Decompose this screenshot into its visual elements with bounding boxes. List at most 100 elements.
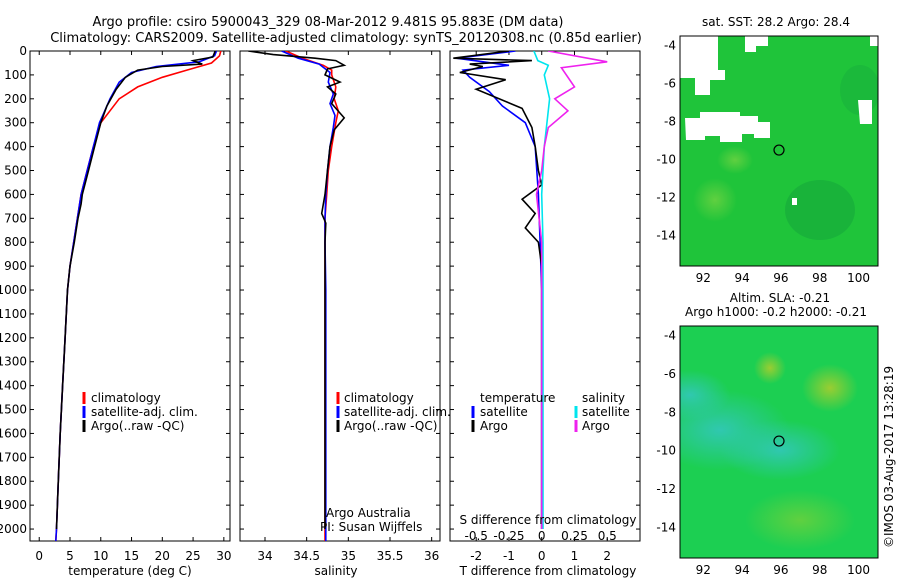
sst-cloud-mask (685, 112, 770, 142)
sla-argo-location-marker (773, 435, 785, 447)
difference-legend: temperature satellite Argo salinity sate… (471, 391, 630, 433)
map-y-tick-label: -8 (664, 115, 676, 129)
legend-label-climatology: climatology (344, 391, 414, 405)
annotation-argo-australia: Argo Australia (326, 506, 411, 520)
x-tick-label: 5 (66, 549, 74, 563)
sst-map-title: sat. SST: 28.2 Argo: 28.4 (702, 15, 850, 29)
map-x-tick-label: 94 (734, 271, 749, 285)
depth-tick-label: 800 (4, 235, 27, 249)
depth-tick-label: 700 (4, 211, 27, 225)
difference-plot-frame (449, 50, 641, 542)
sla-high-patch (802, 364, 858, 412)
x-tick-label: 35.5 (377, 549, 404, 563)
x-tick-label: 0 (538, 549, 546, 563)
map-y-tick-label: -6 (664, 367, 676, 381)
temperature-legend: climatology satellite-adj. clim. Argo(..… (82, 391, 198, 433)
x-tick-label: 15 (124, 549, 139, 563)
depth-tick-label: 1600 (0, 426, 27, 440)
x-tick-label: 1 (571, 549, 579, 563)
depth-tick-label: 1900 (0, 498, 27, 512)
legend-label-satellite: satellite-adj. clim. (91, 405, 198, 419)
depth-tick-label: 1800 (0, 474, 27, 488)
x-tick-label: 34.5 (293, 549, 320, 563)
credit-text: ©IMOS 03-Aug-2017 13:28:19 (882, 366, 896, 548)
map-x-tick-label: 92 (696, 271, 711, 285)
depth-tick-label: 1500 (0, 403, 27, 417)
s-diff-tick-label: -0.5 (464, 529, 487, 543)
depth-tick-label: 300 (4, 116, 27, 130)
sla-map: Altim. SLA: -0.21 Argo h1000: -0.2 h2000… (679, 291, 879, 559)
map-x-tick-label: 96 (773, 271, 788, 285)
map-y-tick-label: -12 (656, 482, 676, 496)
x-tick-label: -2 (470, 549, 482, 563)
series-line-satellite-adj-clim- (281, 51, 336, 541)
temperature-xlabel: temperature (deg C) (68, 564, 191, 578)
map-y-tick-label: -12 (656, 191, 676, 205)
depth-tick-label: 1200 (0, 331, 27, 345)
legend-label-satellite: satellite-adj. clim. (344, 405, 451, 419)
sla-low-patch (720, 420, 840, 480)
depth-tick-label: 0 (19, 44, 27, 58)
temperature-plot-frame (29, 50, 231, 542)
x-tick-label: 0 (35, 549, 43, 563)
depth-tick-label: 900 (4, 259, 27, 273)
map-y-tick-label: -4 (664, 329, 676, 343)
depth-tick-label: 400 (4, 140, 27, 154)
legend-label-t-argo: Argo (480, 419, 508, 433)
map-x-tick-label: 92 (696, 563, 711, 577)
legend-label-argo: Argo(..raw -QC) (91, 419, 184, 433)
sst-map: sat. SST: 28.2 Argo: 28.4 (679, 15, 879, 267)
sst-argo-location-marker (773, 144, 785, 156)
map-y-tick-label: -14 (656, 229, 676, 243)
series-layer (55, 51, 608, 541)
sst-warm-patch (693, 178, 737, 222)
depth-tick-label: 200 (4, 92, 27, 106)
series-line-climatology (55, 51, 222, 541)
map-x-tick-label: 94 (734, 563, 749, 577)
x-tick-label: 2 (603, 549, 611, 563)
annotation-pi: PI: Susan Wijffels (320, 520, 422, 534)
series-line-argo-raw-qc- (55, 51, 216, 530)
t-diff-xlabel: T difference from climatology (459, 564, 637, 578)
sla-map-title: Altim. SLA: -0.21 (730, 291, 830, 305)
series-line-argo-raw-qc- (248, 51, 347, 529)
depth-tick-label: 100 (4, 68, 27, 82)
map-y-tick-label: -14 (656, 520, 676, 534)
sla-map-subtitle: Argo h1000: -0.2 h2000: -0.21 (685, 305, 867, 319)
tick-layer: 0100200300400500600700800900100011001200… (0, 39, 870, 577)
map-x-tick-label: 98 (812, 271, 827, 285)
s-diff-tick-label: -0.25 (493, 529, 524, 543)
s-diff-xlabel: S difference from climatology (460, 513, 637, 527)
sla-low-patch (680, 370, 730, 420)
map-y-tick-label: -4 (664, 39, 676, 53)
salinity-plot-frame (239, 50, 441, 542)
sst-map-frame (679, 35, 879, 267)
legend-title-temperature: temperature (480, 391, 555, 405)
series-line-climatology (285, 51, 340, 541)
map-y-tick-label: -10 (656, 153, 676, 167)
s-diff-tick-label: 0.5 (598, 529, 617, 543)
map-y-tick-label: -10 (656, 444, 676, 458)
legend-label-s-satellite: satellite (582, 405, 630, 419)
map-y-tick-label: -6 (664, 77, 676, 91)
x-tick-label: 10 (93, 549, 108, 563)
salinity-xlabel: salinity (314, 564, 357, 578)
panel-series-group (55, 51, 222, 541)
depth-tick-label: 1000 (0, 283, 27, 297)
depth-tick-label: 500 (4, 164, 27, 178)
legend-label-s-argo: Argo (582, 419, 610, 433)
x-tick-label: 36 (424, 549, 439, 563)
x-tick-label: 35 (341, 549, 356, 563)
sla-high-patch (754, 352, 786, 384)
legend-label-climatology: climatology (91, 391, 161, 405)
depth-tick-label: 600 (4, 187, 27, 201)
depth-tick-label: 1400 (0, 379, 27, 393)
map-y-tick-label: -8 (664, 405, 676, 419)
map-x-tick-label: 100 (847, 563, 870, 577)
sst-cloud-mask (870, 36, 878, 46)
legend-label-t-satellite: satellite (480, 405, 528, 419)
series-line-satellite-adj-clim- (55, 51, 218, 541)
header-line1: Argo profile: csiro 5900043_329 08-Mar-2… (93, 15, 564, 30)
header-line2: Climatology: CARS2009. Satellite-adjuste… (50, 31, 642, 46)
